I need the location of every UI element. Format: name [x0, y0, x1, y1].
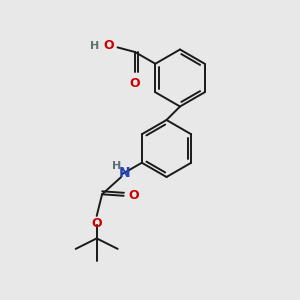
Text: H: H: [112, 161, 121, 171]
Text: O: O: [130, 77, 140, 90]
Text: O: O: [92, 218, 102, 230]
Text: O: O: [103, 39, 114, 52]
Text: O: O: [128, 189, 139, 202]
Text: H: H: [90, 41, 99, 51]
Text: N: N: [119, 166, 130, 180]
